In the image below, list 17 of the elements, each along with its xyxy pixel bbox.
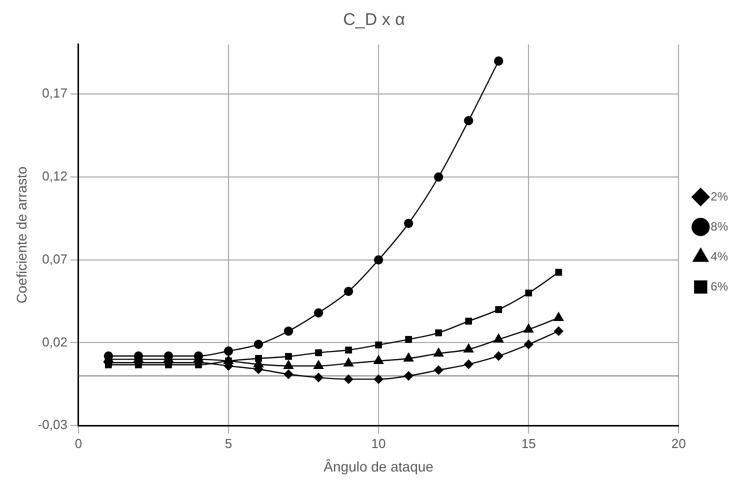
x-tick-label: 15 (521, 436, 536, 451)
y-tick-label: 0,02 (42, 334, 68, 350)
y-tick-label: 0,17 (42, 86, 68, 101)
y-axis-title: Coeficiente de arrasto (13, 166, 30, 304)
legend-label: 8% (710, 219, 728, 234)
chart-title: C_D x α (343, 10, 406, 29)
y-tick-label: -0,03 (38, 417, 68, 432)
x-tick-label: 0 (74, 436, 82, 451)
y-tick-label: 0,07 (42, 251, 68, 266)
x-tick-label: 5 (224, 436, 232, 451)
legend-label: 2% (710, 189, 728, 204)
x-tick-label: 10 (371, 436, 386, 451)
x-axis-title: Ângulo de ataque (324, 458, 434, 474)
y-tick-label: 0,12 (42, 168, 68, 184)
legend-label: 6% (710, 279, 728, 294)
legend-label: 4% (710, 249, 728, 264)
x-tick-label: 20 (671, 436, 686, 451)
